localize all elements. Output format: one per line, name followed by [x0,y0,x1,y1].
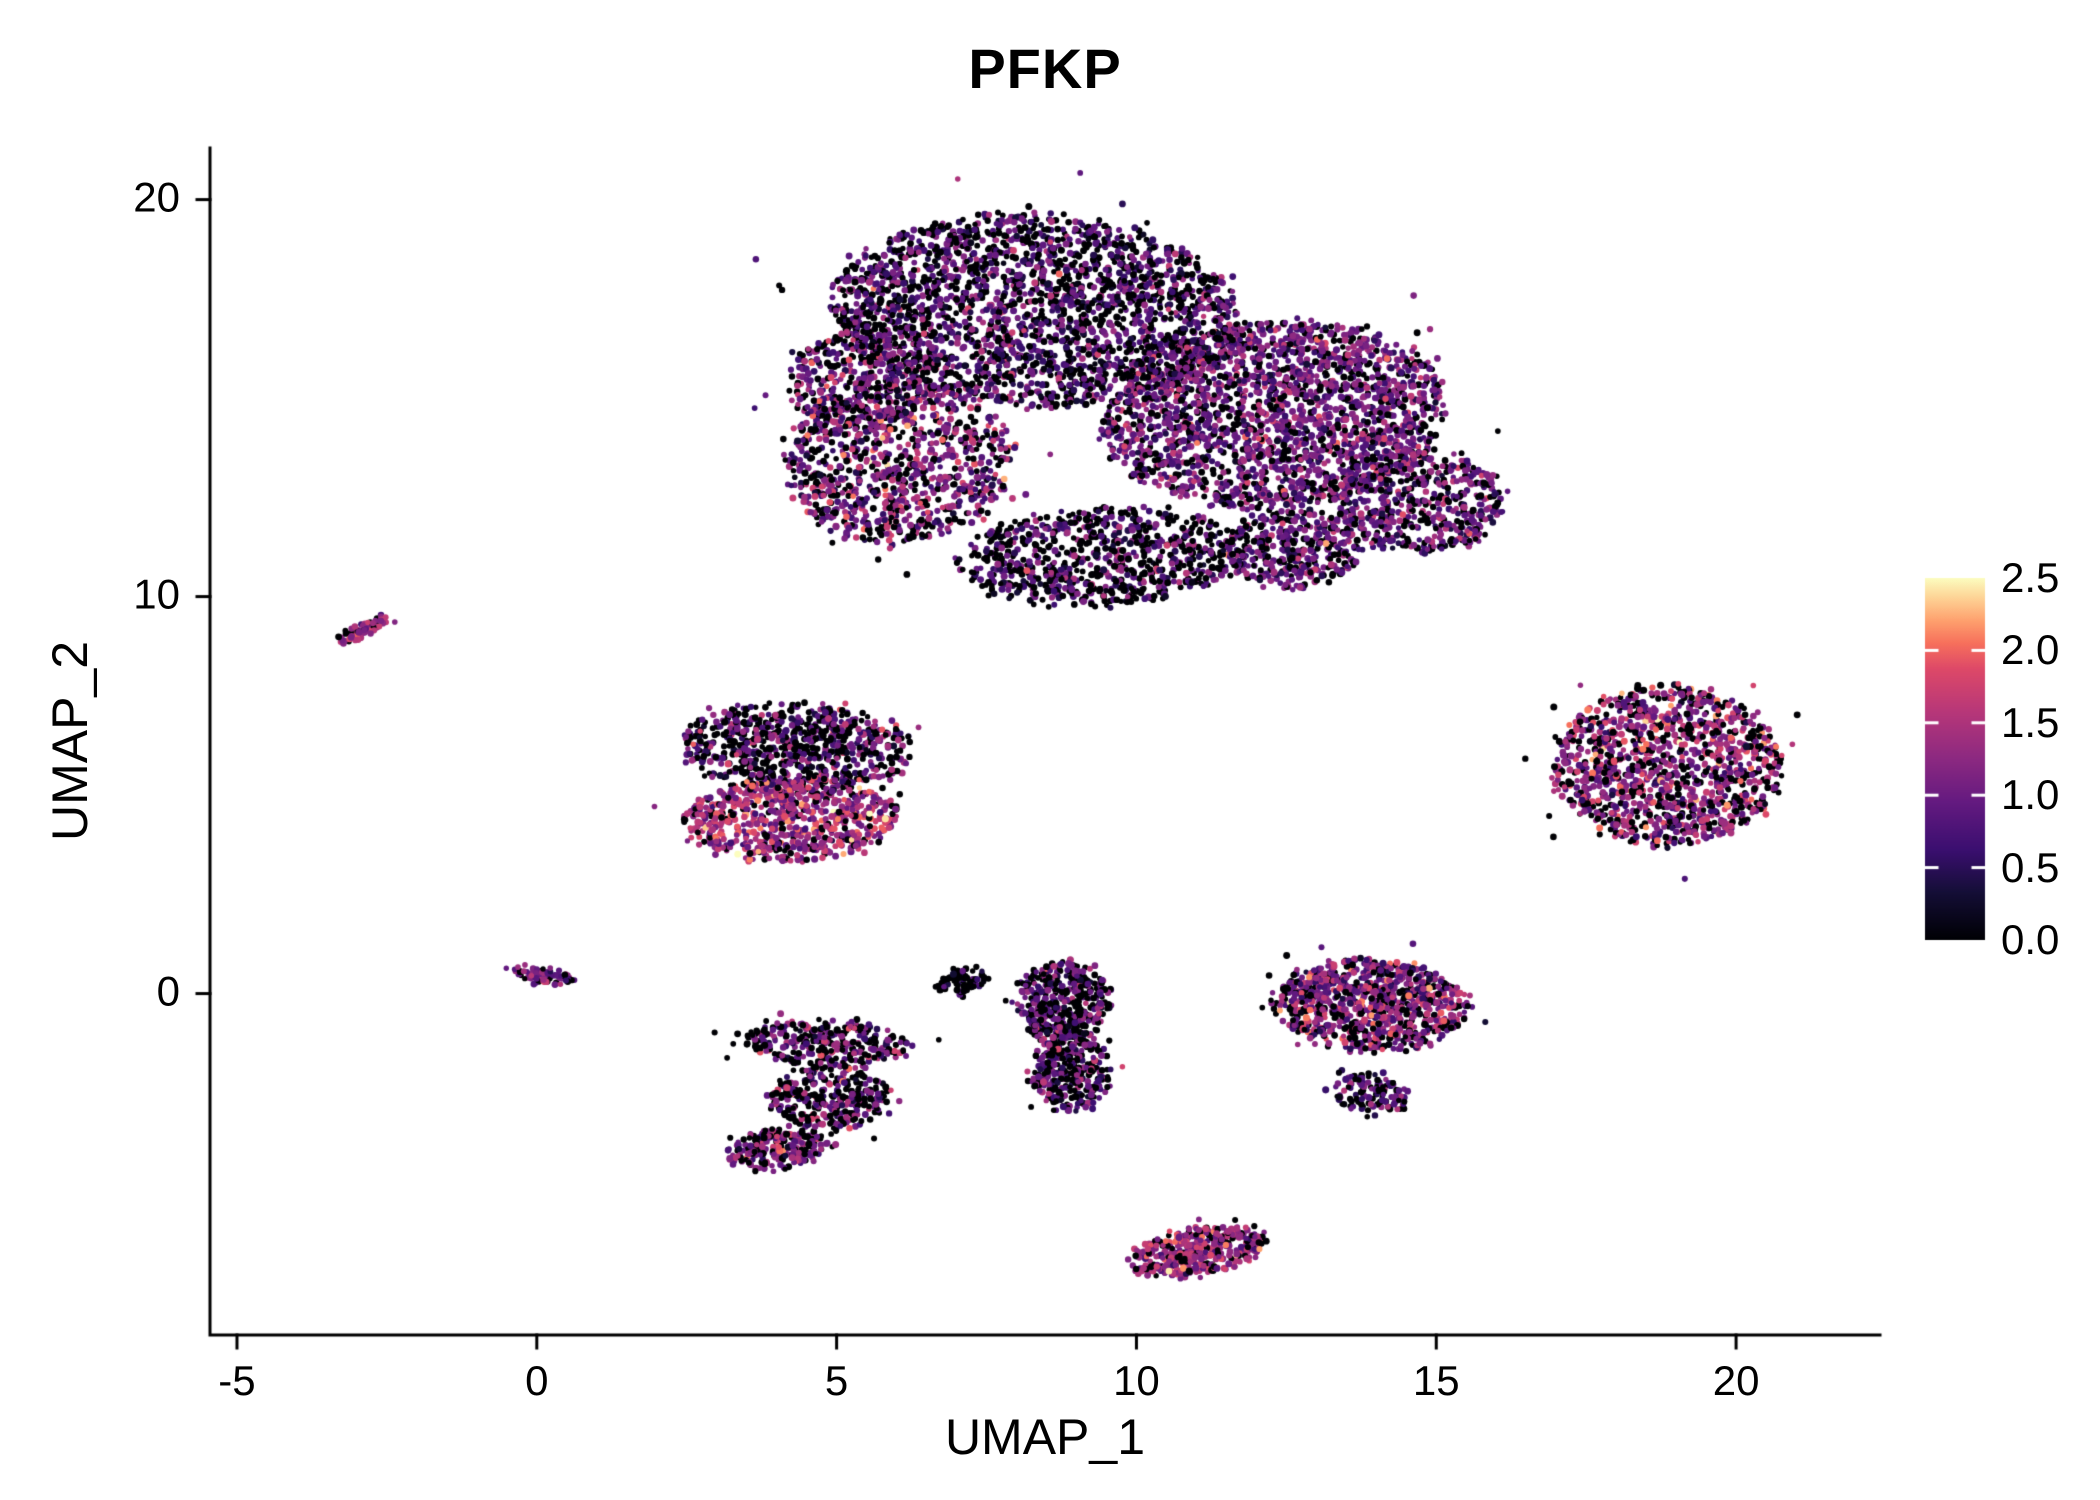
umap-scatter-canvas [0,0,2100,1500]
umap-feature-plot-figure: PFKP UMAP_1 UMAP_2 -5 0 5 10 15 20 0 10 20 0.0 0.… [0,0,2100,1500]
